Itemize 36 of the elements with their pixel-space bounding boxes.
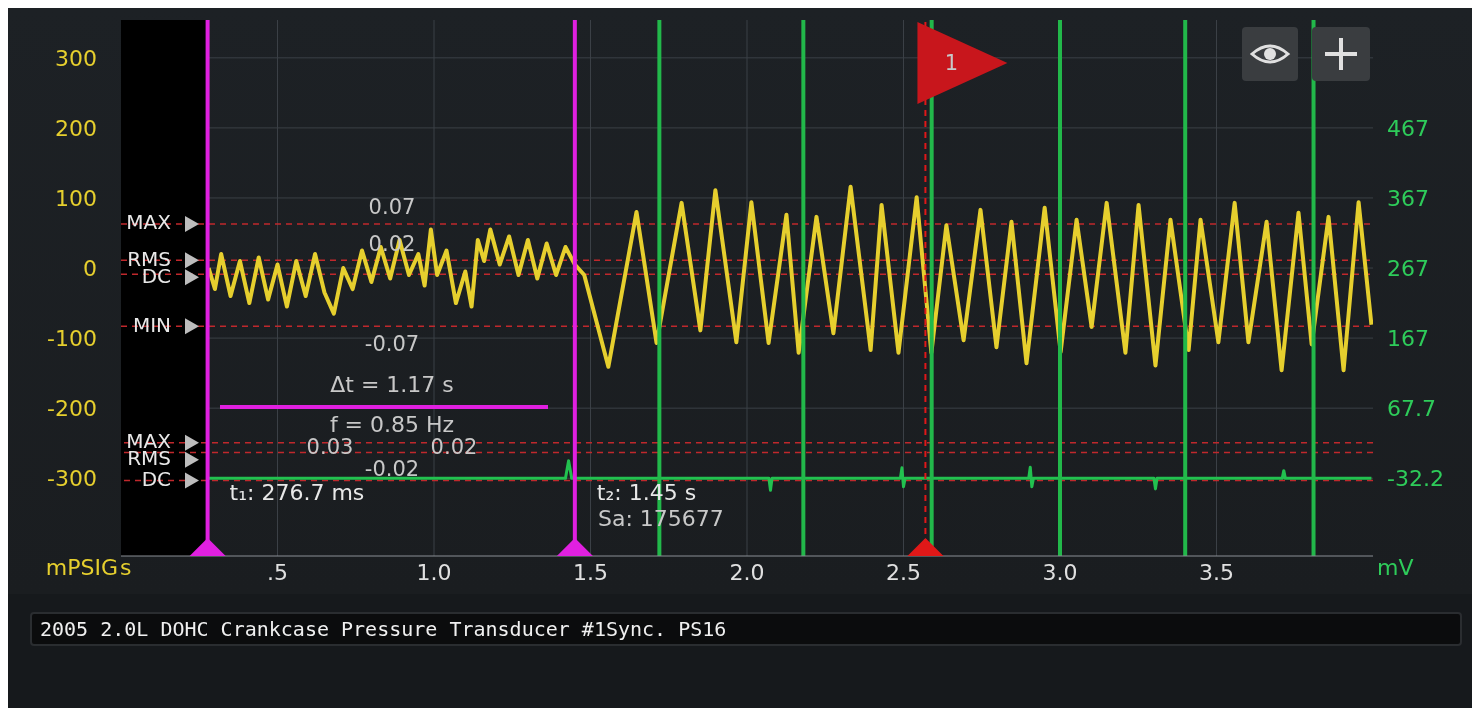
y-tick-label: -200 [47, 395, 97, 421]
ref-line-label: MAX [126, 210, 172, 235]
y-tick-label: 100 [55, 185, 97, 211]
y-tick-label: 200 [55, 115, 97, 141]
x-tick-label: 3.5 [1199, 559, 1234, 585]
y2-tick-label: 367 [1387, 185, 1429, 211]
annotation: 0.02 [430, 435, 478, 459]
annotation: -0.02 [364, 457, 420, 481]
x-tick-label: 3.0 [1042, 559, 1078, 585]
annotation: 1 [944, 51, 959, 75]
y2-axis-title: mV [1377, 555, 1414, 580]
y2-tick-label: 467 [1387, 115, 1429, 141]
x-tick-label: 2.0 [729, 559, 765, 585]
x-axis-title: s [120, 555, 132, 580]
y2-tick-label: -32.2 [1387, 465, 1444, 491]
y2-tick-label: 267 [1387, 255, 1429, 281]
y-tick-label: -100 [47, 325, 97, 351]
y-tick-label: 300 [55, 45, 97, 71]
y-tick-label: -300 [47, 466, 97, 492]
annotation: 0.07 [368, 195, 416, 219]
y-axis-title: mPSIG [45, 555, 118, 580]
annotation: -0.07 [364, 332, 420, 356]
x-tick-label: 1.0 [416, 559, 452, 585]
x-tick-label: .5 [267, 559, 288, 585]
y2-tick-label: 167 [1387, 326, 1429, 352]
ref-line-label: MIN [132, 312, 171, 337]
x-tick-label: 1.5 [573, 559, 608, 585]
ref-line-label: t₁: 276.7 ms [229, 480, 365, 505]
text: 2005 2.0L DOHC Crankcase Pressure Transducer #1Sync. PS16 [30, 612, 1462, 646]
x-tick-label: 2.5 [886, 559, 921, 585]
y2-tick-label: 67.7 [1387, 395, 1436, 421]
annotation: 0.03 [306, 435, 354, 459]
annotation: Δt = 1.17 s [330, 372, 454, 397]
annotation: f = 0.85 Hz [329, 412, 455, 437]
ref-line-label: DC [141, 466, 171, 491]
y-tick-label: 0 [83, 255, 97, 281]
